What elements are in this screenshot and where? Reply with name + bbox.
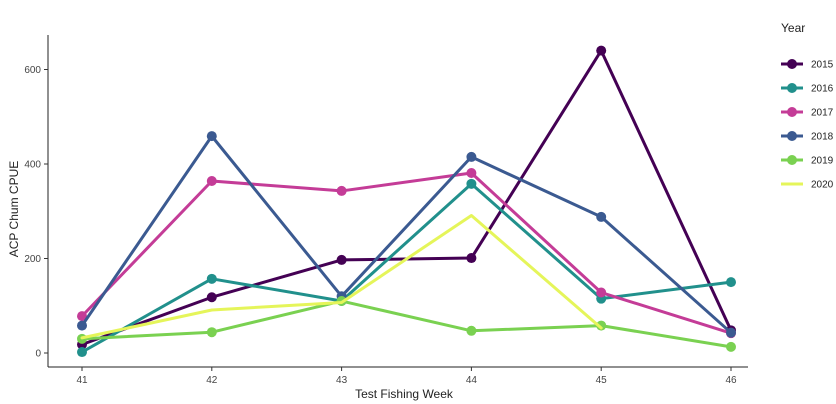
data-point-2015	[206, 292, 217, 303]
y-tick-label: 0	[35, 349, 41, 360]
data-point-2018	[77, 320, 87, 331]
legend-label: 2018	[811, 132, 834, 143]
legend-swatch-point	[787, 83, 797, 93]
y-ticks: 0 200 400 600	[24, 65, 48, 360]
data-point-2018	[596, 211, 607, 222]
y-tick-label: 600	[24, 65, 41, 76]
series-2018	[77, 131, 736, 338]
series-line-2015	[80, 49, 733, 346]
legend-swatch-point	[787, 131, 797, 141]
data-point-2018	[206, 131, 217, 142]
data-point-2017	[206, 176, 217, 187]
legend-item-2018: 2018	[781, 131, 834, 143]
legend-item-2015: 2015	[781, 59, 834, 71]
x-axis-title: Test Fishing Week	[355, 387, 454, 401]
data-point-2019	[466, 325, 477, 336]
series	[77, 45, 736, 358]
legend-item-2017: 2017	[781, 107, 834, 119]
x-tick-label: 42	[206, 375, 218, 386]
data-point-2016	[726, 277, 736, 288]
x-tick-label: 43	[336, 375, 348, 386]
legend-label: 2019	[811, 156, 834, 167]
legend-label: 2017	[811, 108, 834, 119]
data-point-2015	[596, 45, 607, 56]
data-point-2016	[77, 347, 87, 358]
data-point-2019	[726, 341, 736, 352]
data-point-2019	[596, 320, 607, 331]
legend-label: 2015	[811, 60, 834, 71]
legend-label: 2020	[811, 180, 834, 191]
x-tick-label: 46	[725, 375, 737, 386]
x-tick-label: 44	[466, 375, 478, 386]
data-point-2018	[466, 151, 477, 162]
legend-label: 2016	[811, 84, 834, 95]
legend-swatch-point	[787, 155, 797, 165]
series-2017	[77, 167, 736, 339]
legend: Year 2015 2016 2017 2018 2019 2020	[781, 21, 834, 191]
series-line-2018	[80, 134, 733, 335]
legend-item-2016: 2016	[781, 83, 834, 95]
series-2020	[80, 214, 603, 340]
series-2019	[77, 296, 736, 352]
data-point-2017	[336, 185, 347, 196]
y-axis-title: ACP Chum CPUE	[7, 161, 21, 257]
data-point-2016	[466, 178, 477, 189]
legend-item-2020: 2020	[781, 180, 834, 191]
legend-swatch-point	[787, 107, 797, 117]
legend-title: Year	[781, 21, 805, 35]
data-point-2015	[466, 253, 477, 264]
x-tick-label: 45	[596, 375, 608, 386]
x-tick-label: 41	[76, 375, 88, 386]
y-tick-label: 200	[24, 254, 41, 265]
axes	[47, 35, 748, 368]
series-line-2019	[80, 299, 733, 349]
legend-swatch-point	[787, 59, 797, 69]
data-point-2016	[206, 273, 217, 284]
data-point-2017	[596, 287, 607, 298]
legend-item-2019: 2019	[781, 155, 834, 167]
data-point-2018	[726, 327, 736, 338]
series-line-2016	[80, 182, 733, 354]
series-line-2017	[80, 171, 733, 335]
y-tick-label: 400	[24, 160, 41, 171]
data-point-2017	[466, 167, 477, 178]
x-ticks: 41 42 43 44 45 46	[76, 367, 737, 386]
data-point-2017	[77, 311, 87, 322]
data-point-2019	[206, 327, 217, 338]
data-point-2015	[336, 254, 347, 265]
series-line-2020	[80, 214, 603, 340]
